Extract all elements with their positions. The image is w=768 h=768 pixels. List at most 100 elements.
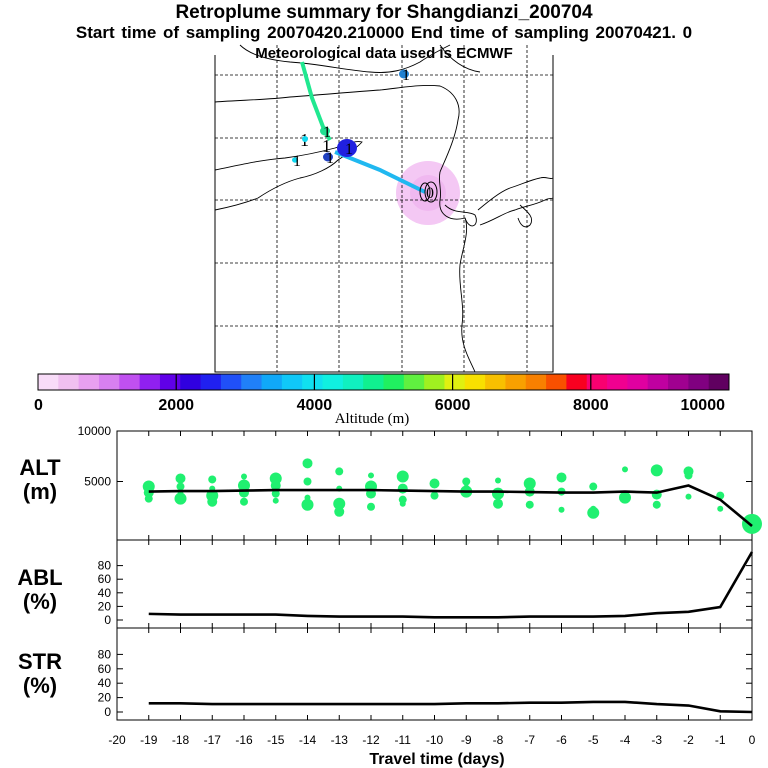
met-data-note: Meteorological data used is ECMWF	[255, 45, 513, 62]
y-tick-label: 40	[98, 586, 112, 600]
y-tick-label: 0	[104, 613, 111, 627]
colorbar-tick-label: 2000	[158, 397, 194, 414]
x-axis-title: Travel time (days)	[369, 751, 504, 768]
x-tick-label: -3	[651, 733, 662, 747]
altitude-point	[206, 489, 219, 502]
altitude-point	[304, 494, 311, 501]
colorbar-tick-label: 10000	[681, 397, 726, 414]
y-tick-label: 40	[98, 676, 112, 690]
altitude-point	[336, 485, 343, 492]
altitude-point	[557, 487, 566, 496]
y-tick-label: 80	[98, 559, 112, 573]
str-axis-label: STR (%)	[18, 649, 62, 698]
colorbar-swatch	[566, 374, 588, 390]
colorbar-swatch	[688, 374, 710, 390]
altitude-point	[492, 487, 504, 500]
y-tick-label: 0	[104, 705, 111, 719]
x-tick-label: -11	[395, 733, 412, 747]
altitude-point	[303, 477, 312, 486]
colorbar-title: Altitude (m)	[335, 411, 410, 427]
altitude-point	[742, 513, 762, 534]
altitude-point	[333, 497, 346, 510]
altitude-point	[207, 496, 218, 507]
trajectory-cyan	[334, 150, 426, 194]
altitude-point	[684, 471, 693, 480]
y-tick-label: 20	[98, 599, 112, 613]
colorbar-frame	[37, 373, 730, 391]
plume-dot	[320, 126, 330, 136]
x-tick-label: -10	[426, 733, 444, 747]
x-tick-label: -20	[108, 733, 126, 747]
colorbar-swatch	[58, 374, 80, 390]
colorbar-swatch	[647, 374, 669, 390]
altitude-point	[367, 502, 375, 511]
altitude-point	[556, 472, 567, 483]
altitude-point	[430, 491, 439, 500]
colorbar-swatch	[525, 374, 547, 390]
altitude-point	[335, 467, 344, 476]
altitude-point	[590, 505, 597, 512]
x-tick-label: -7	[524, 733, 535, 747]
y-tick-label: 80	[98, 647, 112, 661]
marker-label: 1	[300, 130, 309, 150]
plume-contour	[419, 182, 431, 202]
colorbar-tick-label: 6000	[435, 397, 471, 414]
altitude-point	[238, 479, 250, 492]
altitude-point	[399, 500, 406, 507]
altitude-point	[524, 486, 535, 497]
x-tick-label: -8	[493, 733, 504, 747]
y-tick-label: 10000	[78, 424, 112, 438]
altitude-point	[175, 473, 186, 484]
altitude-point	[174, 492, 187, 505]
altitude-point	[398, 495, 407, 504]
plume-marker: 0	[419, 181, 438, 203]
colorbar-swatch	[444, 374, 466, 390]
colorbar-swatch	[200, 374, 222, 390]
plume-contour	[424, 181, 438, 203]
altitude-point	[271, 489, 280, 498]
colorbar-swatch	[159, 374, 181, 390]
altitude-point	[144, 494, 153, 503]
altitude-point	[396, 470, 409, 483]
coastline	[477, 176, 554, 211]
colorbar-tick-label: 4000	[297, 397, 333, 414]
altitude-point	[143, 487, 154, 498]
y-tick-label: 5000	[84, 475, 111, 489]
y-tick-label: 60	[98, 662, 112, 676]
plume-dot	[323, 152, 333, 162]
panel-frame	[116, 627, 753, 721]
altitude-point	[208, 475, 217, 484]
altitude-point	[558, 506, 565, 513]
abl-axis-label: ABL (%)	[17, 565, 63, 614]
plume-dot	[302, 136, 308, 142]
x-tick-label: -18	[172, 733, 190, 747]
colorbar-swatch	[98, 374, 120, 390]
altitude-point	[650, 464, 663, 477]
colorbar-tick-label: 0	[34, 397, 43, 414]
altitude-point	[717, 505, 724, 512]
plume-dot	[399, 69, 409, 79]
altitude-point	[301, 498, 314, 511]
panel-frame	[116, 430, 753, 541]
series-line	[148, 484, 753, 527]
colorbar-swatch	[546, 374, 567, 390]
altitude-point	[239, 487, 249, 498]
x-tick-label: -19	[140, 733, 158, 747]
colorbar-swatch	[363, 374, 384, 390]
coastline	[444, 204, 477, 227]
altitude-point	[240, 497, 248, 506]
altitude-point	[241, 473, 247, 480]
colorbar-swatch	[261, 374, 283, 390]
altitude-point	[652, 500, 661, 509]
plume-marker: 1	[337, 139, 357, 158]
altitude-point	[622, 466, 628, 473]
altitude-point	[269, 472, 282, 485]
marker-label: 1	[326, 150, 334, 167]
altitude-point	[493, 498, 503, 509]
altitude-point	[651, 489, 662, 500]
colorbar-swatch	[180, 374, 202, 390]
altitude-point	[366, 488, 376, 499]
altitude-point	[176, 482, 185, 491]
marker-label: 1	[322, 136, 331, 156]
